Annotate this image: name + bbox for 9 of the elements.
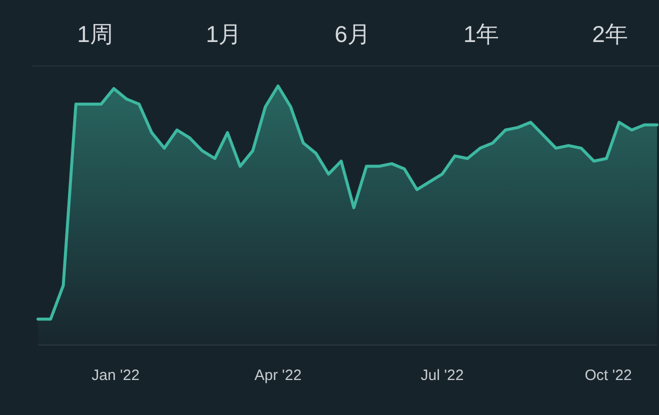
x-tick-label: Jan '22 — [92, 367, 140, 384]
x-tick-label: Oct '22 — [584, 367, 632, 384]
text: 6月 — [334, 21, 370, 47]
x-tick-label: Apr '22 — [254, 367, 302, 384]
text: 1月 — [206, 21, 242, 47]
text: 1周 — [77, 21, 113, 47]
text: 2年 — [592, 21, 628, 47]
text: 1年 — [463, 21, 500, 47]
x-tick-label: Jul '22 — [420, 367, 464, 384]
